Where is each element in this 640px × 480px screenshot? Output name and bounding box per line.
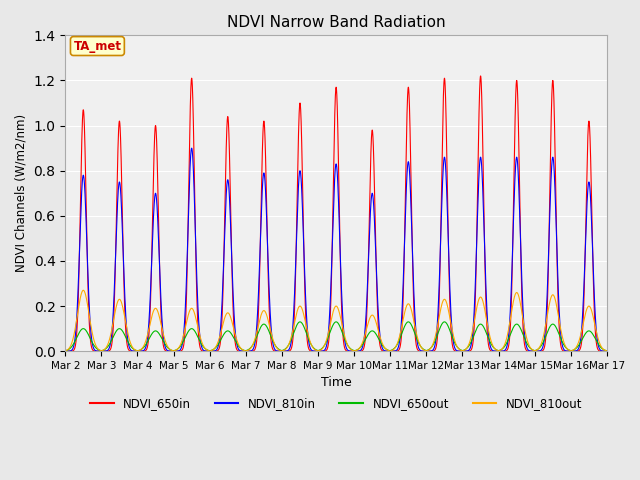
X-axis label: Time: Time <box>321 376 351 389</box>
Title: NDVI Narrow Band Radiation: NDVI Narrow Band Radiation <box>227 15 445 30</box>
Legend: NDVI_650in, NDVI_810in, NDVI_650out, NDVI_810out: NDVI_650in, NDVI_810in, NDVI_650out, NDV… <box>85 392 587 415</box>
Text: TA_met: TA_met <box>74 39 122 52</box>
Y-axis label: NDVI Channels (W/m2/nm): NDVI Channels (W/m2/nm) <box>15 114 28 272</box>
